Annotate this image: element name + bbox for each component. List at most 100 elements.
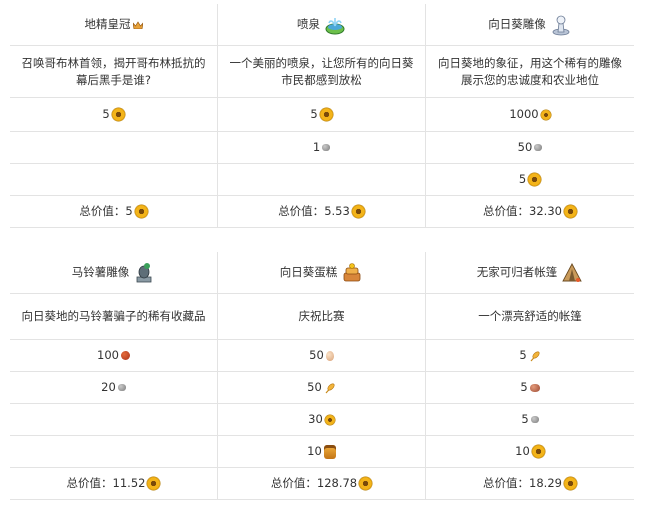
cost-cell: 50: [426, 132, 634, 164]
item-header-fountain: 喷泉: [218, 4, 426, 46]
sunflower-icon: [359, 477, 373, 490]
sunflower-icon: [147, 477, 161, 490]
sunflower-icon: [134, 205, 148, 218]
cost-amount: 1: [312, 140, 321, 154]
cost-cell: 5: [10, 98, 218, 132]
cost-amount: 5: [102, 107, 110, 121]
item-description: 向日葵地的象征，用这个稀有的雕像展示您的忠诚度和农业地位: [426, 46, 634, 98]
item-header-homeless-tent: 无家可归者帐篷: [426, 252, 634, 294]
total-amount: 5.53: [324, 204, 350, 218]
cost-amount: 5: [520, 380, 528, 394]
sunflower-icon: [540, 109, 551, 120]
cost-cell-empty: [10, 436, 218, 468]
cost-cell: 100: [10, 340, 218, 372]
cost-cell: 20: [10, 372, 218, 404]
item-name: 地精皇冠: [84, 17, 131, 31]
sunflower-icon: [319, 108, 333, 121]
cost-cell-empty: [10, 132, 218, 164]
item-name: 向日葵蛋糕: [279, 265, 338, 279]
cost-cell: 5: [426, 404, 634, 436]
cost-cell-empty: [10, 164, 218, 196]
item-description: 向日葵地的马铃薯骗子的稀有收藏品: [10, 294, 218, 340]
total-amount: 5: [125, 204, 133, 218]
total-amount: 18.29: [529, 476, 562, 490]
potato-statue-icon: [136, 262, 152, 282]
total-label: 总价值：: [270, 476, 317, 490]
cost-amount: 5: [518, 172, 527, 186]
coffee-icon: [120, 351, 130, 360]
item-description: 一个美丽的喷泉，让您所有的向日葵市民都感到放松: [218, 46, 426, 98]
total-amount: 11.52: [112, 476, 146, 490]
item-table-2: 马铃薯雕像 向日葵蛋糕 无家可归者帐篷 向日葵地的马铃薯骗子的稀有收藏品 庆祝比…: [10, 252, 634, 500]
stone-icon: [530, 416, 539, 423]
item-name: 喷泉: [297, 17, 320, 31]
sunflower-icon: [531, 445, 545, 458]
total-value: 总价值： 32.30: [426, 196, 634, 228]
statue-icon: [552, 15, 570, 35]
cost-amount: 10: [307, 444, 322, 458]
cost-cell: 1000: [426, 98, 634, 132]
cost-amount: 30: [308, 412, 323, 426]
total-value: 总价值： 128.78: [218, 468, 426, 500]
item-name: 向日葵雕像: [488, 17, 546, 31]
crown-icon: [132, 20, 143, 29]
cost-cell: 50: [218, 372, 426, 404]
cost-cell: 5: [426, 340, 634, 372]
sunflower-icon: [563, 205, 577, 218]
cost-amount: 5: [310, 107, 318, 121]
cost-cell: 30: [218, 404, 426, 436]
total-value: 总价值： 11.52: [10, 468, 218, 500]
cost-amount: 100: [97, 348, 119, 362]
total-label: 总价值：: [79, 204, 126, 218]
total-value: 总价值： 18.29: [426, 468, 634, 500]
cost-cell: 5: [218, 98, 426, 132]
honey-icon: [323, 444, 336, 459]
cost-amount: 50: [517, 140, 533, 154]
total-label: 总价值：: [483, 204, 530, 218]
total-value: 总价值： 5: [10, 196, 218, 228]
wheat-icon: [325, 382, 335, 393]
cost-cell: 10: [426, 436, 634, 468]
cost-amount: 5: [521, 412, 529, 426]
cost-cell: 5: [426, 164, 634, 196]
sunflower-icon: [324, 414, 335, 425]
sunflower-icon: [351, 205, 365, 218]
wheat-icon: [530, 350, 540, 361]
cost-cell: 1: [218, 132, 426, 164]
item-description: 一个漂亮舒适的帐篷: [426, 294, 634, 340]
item-header-sunflower-statue: 向日葵雕像: [426, 4, 634, 46]
item-header-sunflower-cake: 向日葵蛋糕: [218, 252, 426, 294]
bean-icon: [529, 383, 540, 392]
cost-amount: 20: [101, 380, 116, 394]
item-name: 马铃薯雕像: [71, 265, 130, 279]
tent-icon: [562, 262, 582, 282]
item-description: 庆祝比赛: [218, 294, 426, 340]
egg-icon: [325, 350, 334, 361]
total-label: 总价值：: [483, 476, 530, 490]
sunflower-icon: [111, 108, 125, 121]
item-header-goblin-crown: 地精皇冠: [10, 4, 218, 46]
total-value: 总价值： 5.53: [218, 196, 426, 228]
cost-cell-empty: [10, 404, 218, 436]
cost-cell: 10: [218, 436, 426, 468]
cost-amount: 5: [519, 348, 527, 362]
cost-cell: 5: [426, 372, 634, 404]
total-label: 总价值：: [278, 204, 325, 218]
cost-amount: 50: [309, 348, 324, 362]
sunflower-icon: [528, 173, 542, 186]
cost-amount: 10: [515, 444, 530, 458]
cost-cell-empty: [218, 164, 426, 196]
sunflower-icon: [563, 477, 577, 490]
cost-amount: 50: [307, 380, 322, 394]
cost-cell: 50: [218, 340, 426, 372]
item-header-potato-statue: 马铃薯雕像: [10, 252, 218, 294]
total-amount: 128.78: [316, 476, 358, 490]
cost-amount: 1000: [509, 107, 539, 121]
item-table-1: 地精皇冠 喷泉 向日葵雕像 召唤哥布林首领，揭开哥布林抵抗的幕后黑手是谁? 一个…: [10, 4, 634, 228]
stone-icon: [322, 144, 331, 151]
fountain-icon: [325, 17, 345, 34]
cake-icon: [343, 262, 361, 281]
total-label: 总价值：: [66, 476, 113, 490]
total-amount: 32.30: [529, 204, 562, 218]
stone-icon: [534, 144, 543, 151]
